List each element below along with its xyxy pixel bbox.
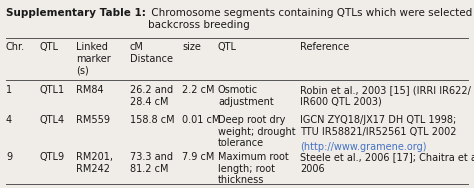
Text: RM84: RM84 bbox=[76, 85, 104, 95]
Text: QTL4: QTL4 bbox=[40, 115, 65, 125]
Text: 9: 9 bbox=[6, 152, 12, 162]
Text: RM559: RM559 bbox=[76, 115, 110, 125]
Text: Steele et al., 2006 [17]; Chaitra et al.,
2006: Steele et al., 2006 [17]; Chaitra et al.… bbox=[300, 152, 474, 174]
Text: Chromosome segments containing QTLs which were selected for marker assisted
back: Chromosome segments containing QTLs whic… bbox=[148, 8, 474, 30]
Text: cM
Distance: cM Distance bbox=[130, 42, 173, 64]
Text: QTL1: QTL1 bbox=[40, 85, 65, 95]
Text: 158.8 cM: 158.8 cM bbox=[130, 115, 174, 125]
Text: 26.2 and
28.4 cM: 26.2 and 28.4 cM bbox=[130, 85, 173, 107]
Text: size: size bbox=[182, 42, 201, 52]
Text: Linked
marker
(s): Linked marker (s) bbox=[76, 42, 111, 75]
Text: 2.2 cM: 2.2 cM bbox=[182, 85, 215, 95]
Text: 4: 4 bbox=[6, 115, 12, 125]
Text: 7.9 cM: 7.9 cM bbox=[182, 152, 214, 162]
Text: Robin et al., 2003 [15] (IRRI IR622/
IR600 QTL 2003): Robin et al., 2003 [15] (IRRI IR622/ IR6… bbox=[300, 85, 471, 107]
Text: 73.3 and
81.2 cM: 73.3 and 81.2 cM bbox=[130, 152, 173, 174]
Text: QTL: QTL bbox=[40, 42, 59, 52]
Text: Maximum root
length; root
thickness: Maximum root length; root thickness bbox=[218, 152, 289, 185]
Text: QTL9: QTL9 bbox=[40, 152, 65, 162]
Text: (http://www.gramene.org): (http://www.gramene.org) bbox=[300, 142, 427, 152]
Text: RM201,
RM242: RM201, RM242 bbox=[76, 152, 113, 174]
Text: Chr.: Chr. bbox=[6, 42, 25, 52]
Text: QTL: QTL bbox=[218, 42, 237, 52]
Text: 1: 1 bbox=[6, 85, 12, 95]
Text: Reference: Reference bbox=[300, 42, 349, 52]
Text: IGCN ZYQ18/JX17 DH QTL 1998;
TTU IR58821/IR52561 QTL 2002: IGCN ZYQ18/JX17 DH QTL 1998; TTU IR58821… bbox=[300, 115, 456, 137]
Text: Supplementary Table 1:: Supplementary Table 1: bbox=[6, 8, 146, 18]
Text: 0.01 cM: 0.01 cM bbox=[182, 115, 220, 125]
Text: Osmotic
adjustment: Osmotic adjustment bbox=[218, 85, 274, 107]
Text: Deep root dry
weight; drought
tolerance: Deep root dry weight; drought tolerance bbox=[218, 115, 296, 148]
